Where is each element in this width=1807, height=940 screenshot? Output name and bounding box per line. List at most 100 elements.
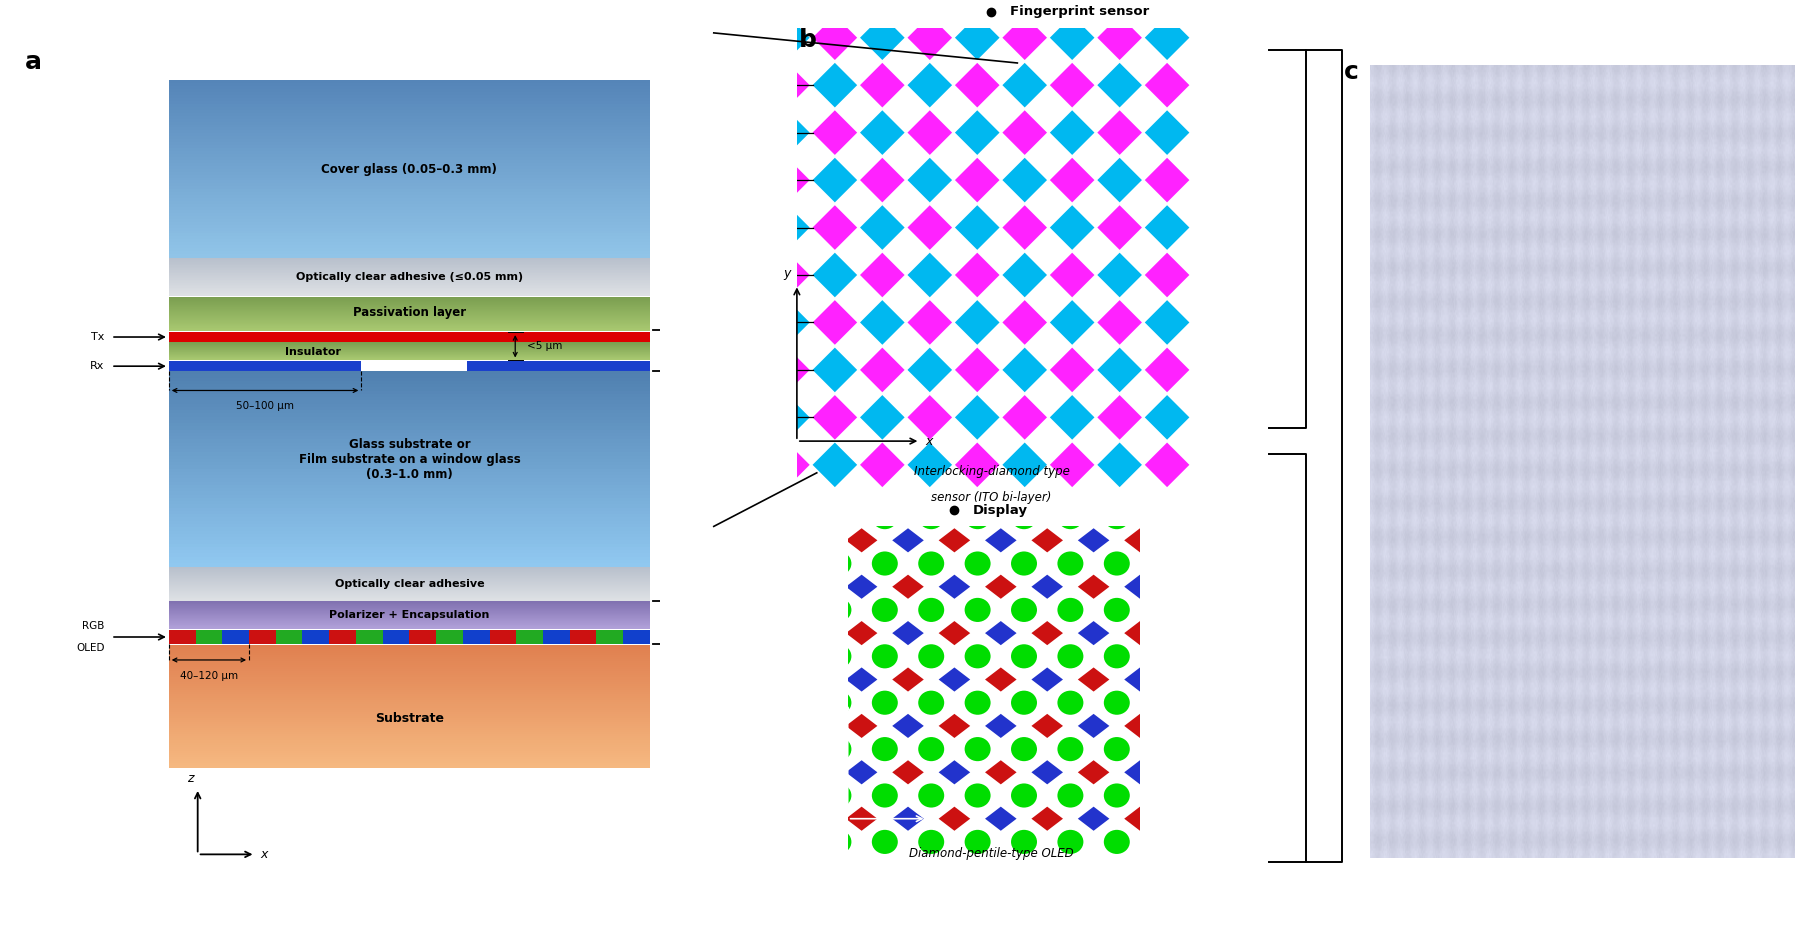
Polygon shape bbox=[907, 443, 952, 487]
Bar bbox=[168, 702, 651, 705]
Bar bbox=[168, 613, 651, 614]
Polygon shape bbox=[1003, 110, 1046, 155]
Bar bbox=[168, 139, 651, 143]
Bar bbox=[168, 168, 651, 173]
Text: c: c bbox=[1344, 60, 1359, 85]
Bar bbox=[168, 356, 651, 357]
Polygon shape bbox=[1171, 482, 1202, 506]
Bar bbox=[168, 302, 651, 303]
Bar bbox=[168, 579, 651, 580]
Bar bbox=[168, 274, 651, 276]
Bar bbox=[276, 630, 302, 644]
Bar bbox=[168, 350, 651, 351]
Polygon shape bbox=[1146, 300, 1189, 345]
Bar bbox=[168, 259, 651, 261]
Bar bbox=[168, 121, 651, 125]
Bar bbox=[168, 347, 651, 348]
Bar bbox=[168, 488, 651, 493]
Bar bbox=[168, 266, 651, 268]
Bar bbox=[168, 263, 651, 264]
Bar bbox=[168, 324, 651, 325]
Bar bbox=[168, 390, 651, 395]
Ellipse shape bbox=[1057, 644, 1084, 668]
Polygon shape bbox=[1124, 713, 1156, 738]
Polygon shape bbox=[938, 760, 970, 784]
Bar bbox=[168, 727, 651, 729]
Text: z: z bbox=[186, 772, 193, 785]
Bar bbox=[168, 268, 651, 270]
Bar bbox=[168, 427, 651, 431]
Bar bbox=[168, 359, 651, 360]
Bar bbox=[168, 577, 651, 578]
Bar bbox=[168, 759, 651, 761]
Bar bbox=[168, 710, 651, 713]
Bar bbox=[168, 624, 651, 625]
Bar bbox=[356, 630, 383, 644]
Polygon shape bbox=[764, 443, 810, 487]
Bar bbox=[168, 359, 651, 360]
Polygon shape bbox=[860, 443, 905, 487]
Bar bbox=[168, 598, 651, 599]
Polygon shape bbox=[954, 443, 999, 487]
Bar bbox=[168, 317, 651, 319]
Bar bbox=[168, 501, 651, 506]
Bar bbox=[168, 89, 651, 93]
Bar bbox=[168, 274, 651, 275]
Polygon shape bbox=[1124, 667, 1156, 692]
Bar bbox=[168, 172, 651, 176]
Ellipse shape bbox=[1151, 644, 1176, 668]
Bar bbox=[168, 478, 651, 482]
Bar bbox=[168, 322, 651, 324]
Ellipse shape bbox=[1151, 737, 1176, 761]
Bar bbox=[168, 322, 651, 323]
Bar bbox=[168, 620, 651, 622]
Bar bbox=[168, 265, 651, 267]
Polygon shape bbox=[938, 807, 970, 831]
Bar bbox=[168, 627, 651, 629]
Polygon shape bbox=[907, 348, 952, 392]
Bar bbox=[168, 273, 651, 274]
Bar bbox=[168, 590, 651, 591]
Bar bbox=[466, 361, 651, 371]
Bar bbox=[168, 160, 651, 164]
Bar bbox=[168, 547, 651, 551]
Bar bbox=[168, 157, 651, 161]
Polygon shape bbox=[860, 205, 905, 250]
Polygon shape bbox=[764, 110, 810, 155]
Bar bbox=[168, 593, 651, 595]
Bar bbox=[168, 760, 651, 763]
Bar bbox=[168, 348, 651, 349]
Bar bbox=[168, 352, 651, 353]
Bar bbox=[168, 149, 651, 152]
Bar bbox=[168, 410, 651, 415]
Bar bbox=[168, 345, 651, 346]
Text: Insulator: Insulator bbox=[286, 347, 342, 356]
Bar bbox=[168, 739, 651, 742]
Polygon shape bbox=[1193, 205, 1236, 250]
Bar bbox=[168, 616, 651, 617]
Bar bbox=[168, 583, 651, 585]
Bar bbox=[168, 588, 651, 590]
Ellipse shape bbox=[1104, 783, 1129, 807]
Bar bbox=[168, 595, 651, 596]
Text: Optically clear adhesive (≤0.05 mm): Optically clear adhesive (≤0.05 mm) bbox=[296, 273, 522, 282]
Ellipse shape bbox=[1104, 737, 1129, 761]
Bar bbox=[168, 314, 651, 315]
Polygon shape bbox=[893, 667, 923, 692]
Bar bbox=[168, 316, 651, 318]
Bar bbox=[168, 104, 651, 108]
Polygon shape bbox=[1146, 348, 1189, 392]
Polygon shape bbox=[1097, 158, 1142, 202]
Bar bbox=[168, 407, 651, 411]
Bar bbox=[168, 275, 651, 277]
Bar bbox=[168, 315, 651, 316]
Polygon shape bbox=[846, 807, 878, 831]
Bar bbox=[168, 587, 651, 588]
Bar bbox=[168, 591, 651, 593]
Bar bbox=[168, 279, 651, 280]
Polygon shape bbox=[860, 63, 905, 107]
Bar bbox=[168, 354, 651, 355]
Bar bbox=[168, 345, 651, 347]
Bar bbox=[168, 186, 651, 190]
Ellipse shape bbox=[871, 737, 898, 761]
